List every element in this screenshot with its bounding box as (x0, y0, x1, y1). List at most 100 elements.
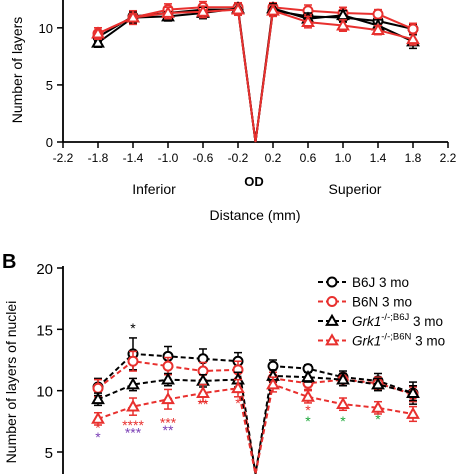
x-tick-label: 1.4 (370, 151, 387, 165)
x-tick-label: -0.6 (193, 151, 214, 165)
panel-a-series-line-3 (97, 8, 414, 143)
panel-a-point (126, 10, 140, 23)
panel-b-point (266, 377, 280, 390)
panel-b-point (371, 377, 385, 390)
panel-b-series-1 (92, 350, 419, 474)
significance-mark: * (305, 402, 311, 418)
panel-a-point (371, 22, 385, 36)
legend-item: B6J 3 mo (318, 275, 409, 290)
legend-label: B6J 3 mo (352, 275, 409, 290)
panel-b-legend: B6J 3 mo B6N 3 mo Grk1-/-;B6J 3 mo Grk1-/-;… (318, 275, 445, 349)
panel-b-point (196, 373, 210, 386)
panel-a-point (336, 18, 350, 31)
panel-b-point (162, 360, 174, 372)
panel-b-label: B (2, 251, 16, 273)
legend-item: Grk1-/-;B6J 3 mo (318, 312, 443, 329)
x-tick-label: -2.2 (53, 151, 74, 165)
region-label-superior: Superior (329, 181, 382, 197)
region-label-od: OD (244, 174, 264, 189)
panel-a-series-3 (91, 2, 420, 143)
significance-mark: **** (122, 417, 144, 433)
panel-b-point (91, 411, 105, 424)
panel-b-series (91, 337, 420, 474)
significance-mark: *** (125, 424, 142, 440)
legend-marker (325, 333, 339, 346)
panel-b-point (301, 369, 315, 383)
significance-mark: *** (160, 414, 177, 430)
x-tick-label: -1.0 (158, 151, 179, 165)
panel-b-point (161, 392, 175, 405)
legend-marker (326, 296, 338, 307)
x-tick-label: -0.2 (228, 151, 249, 165)
panel-a-xlabel: Distance (mm) (209, 207, 300, 223)
panel-a: Number of layers 0 5 10 -2.2 -1.8 -1.4 -1.0 -0… (9, 0, 457, 223)
panel-b-point (161, 372, 175, 385)
legend-item: B6N 3 mo (318, 295, 412, 310)
panel-b-point (127, 355, 139, 367)
y-tick-label: 0 (46, 135, 53, 150)
panel-b-series-3 (91, 376, 420, 474)
panel-b-point (126, 377, 140, 390)
significance-mark: * (340, 413, 346, 429)
significance-mark: * (95, 419, 101, 435)
panel-a-y-ticks: 0 5 10 (39, 21, 63, 150)
x-tick-label: -1.8 (88, 151, 109, 165)
legend-label: Grk1-/-;B6N 3 mo (352, 332, 445, 349)
panel-a-point (91, 35, 105, 48)
significance-mark: * (375, 411, 381, 427)
panel-a-point (161, 5, 175, 18)
legend-marker (326, 276, 338, 288)
panel-b-significance: *** ***************** * * (95, 320, 381, 445)
panel-b-point (301, 389, 315, 402)
y-tick-label: 15 (36, 322, 53, 339)
panel-a-point (406, 32, 420, 45)
significance-mark: * (95, 429, 101, 445)
panel-a-point (372, 8, 384, 20)
significance-mark: * (235, 395, 241, 411)
panel-b-point (371, 400, 385, 413)
panel-b-point (92, 382, 104, 394)
legend-label: Grk1-/-;B6J 3 mo (352, 312, 443, 329)
panel-b-series-0 (92, 337, 419, 474)
panel-b-series-2 (91, 368, 420, 474)
panel-b-ylabel: Number of layers of nuclei (3, 301, 19, 464)
panel-b-point (336, 372, 350, 385)
panel-b-point (336, 396, 350, 410)
panel-a-point (266, 3, 280, 16)
panel-b-point (196, 385, 210, 399)
legend-item: Grk1-/-;B6N 3 mo (318, 332, 445, 349)
panel-b-point (91, 392, 105, 405)
panel-a-series-2 (91, 1, 420, 143)
x-tick-label: 1.0 (335, 151, 352, 165)
x-tick-label: 2.2 (440, 151, 457, 165)
y-tick-label: 10 (39, 21, 53, 36)
significance-mark: * (130, 320, 136, 336)
panel-b-point (406, 406, 420, 419)
panel-b-series-line-0 (97, 352, 414, 474)
panel-b-series-line-2 (97, 374, 414, 474)
panel-a-ylabel: Number of layers (9, 17, 25, 124)
y-tick-label: 20 (36, 261, 53, 278)
y-tick-label: 5 (46, 78, 53, 93)
panel-a-point (231, 2, 245, 15)
panel-b-y-ticks: 5 10 15 20 (36, 261, 63, 462)
panel-a-series-0 (92, 4, 419, 143)
panel-a-x-ticks: -2.2 -1.8 -1.4 -1.0 -0.6 -0.2 0.2 0.6 1.0 1.4 1.8 2… (53, 142, 457, 165)
significance-mark: * (305, 413, 311, 429)
panel-b-series-line-3 (97, 383, 414, 474)
panel-a-point (91, 26, 105, 39)
x-tick-label: -1.4 (123, 151, 144, 165)
significance-mark: ** (198, 396, 209, 412)
region-label-inferior: Inferior (132, 181, 176, 197)
panel-b-series-line-1 (97, 360, 414, 474)
significance-mark: ** (163, 422, 174, 438)
panel-a-point (196, 4, 210, 17)
panel-a-series (91, 0, 420, 143)
y-tick-label: 10 (36, 384, 53, 401)
x-tick-label: 0.6 (300, 151, 317, 165)
panel-b-point (126, 399, 140, 412)
x-tick-label: 0.2 (265, 151, 282, 165)
x-tick-label: 1.8 (405, 151, 422, 165)
